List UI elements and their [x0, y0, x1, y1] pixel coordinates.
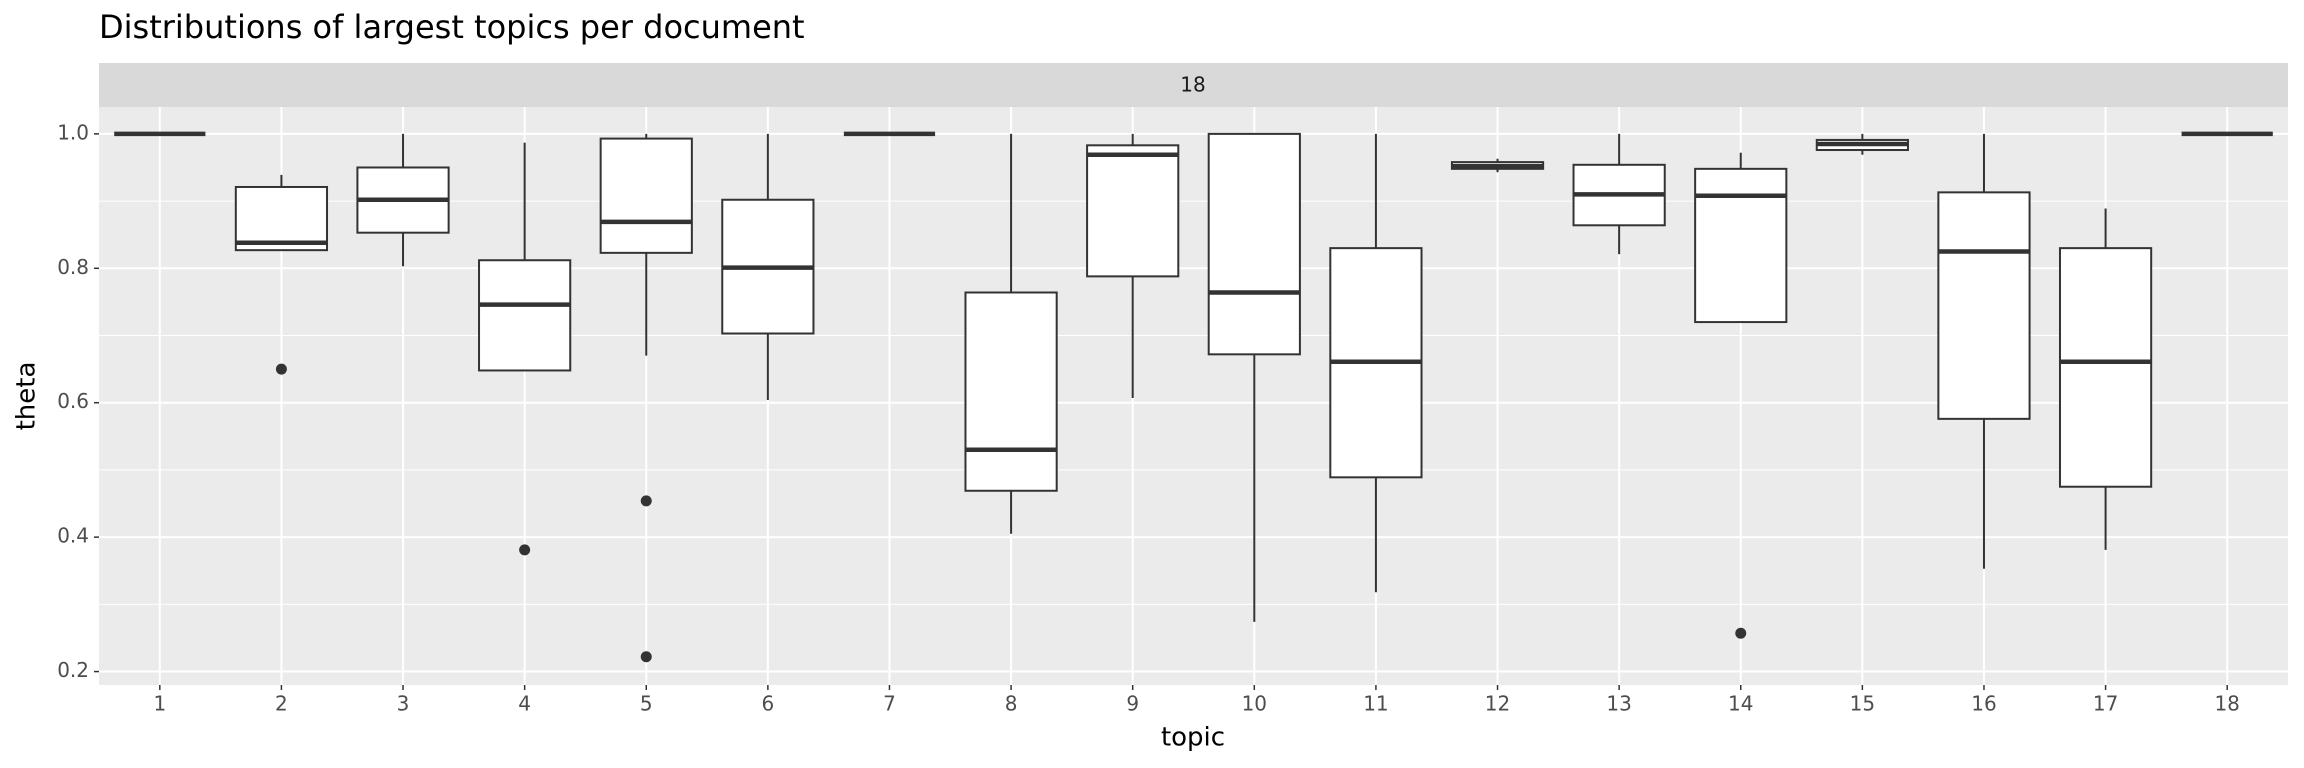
y-tick-label: 1.0 — [57, 120, 89, 144]
box — [234, 185, 329, 252]
box — [1207, 132, 1301, 356]
x-tick-label: 14 — [1728, 692, 1753, 716]
x-tick-label: 10 — [1242, 692, 1267, 716]
strip-label: 18 — [1180, 73, 1205, 97]
x-tick-label: 6 — [761, 692, 774, 716]
x-tick-label: 2 — [275, 692, 288, 716]
y-axis-label: theta — [12, 362, 42, 431]
outlier — [275, 363, 287, 375]
outlier — [640, 651, 652, 663]
outlier — [640, 495, 652, 507]
x-tick-label: 3 — [397, 692, 410, 716]
outlier — [519, 544, 531, 556]
box — [2058, 247, 2153, 488]
x-tick-label: 17 — [2093, 692, 2118, 716]
x-tick-label: 11 — [1363, 692, 1388, 716]
y-tick-label: 0.8 — [57, 255, 89, 279]
x-tick-label: 4 — [518, 692, 531, 716]
facet-strip — [99, 63, 2288, 107]
x-tick-label: 12 — [1485, 692, 1510, 716]
box — [1937, 191, 2031, 420]
x-axis-label: topic — [1161, 723, 1225, 753]
x-tick-label: 1 — [153, 692, 166, 716]
x-tick-label: 15 — [1850, 692, 1875, 716]
x-tick-label: 13 — [1606, 692, 1631, 716]
x-tick-label: 7 — [883, 692, 896, 716]
x-tick-label: 5 — [640, 692, 653, 716]
y-tick-label: 0.6 — [57, 389, 89, 413]
x-tick-label: 18 — [2214, 692, 2239, 716]
box — [1694, 167, 1788, 324]
box — [478, 259, 572, 372]
x-tick-label: 9 — [1126, 692, 1139, 716]
y-tick-label: 0.2 — [57, 658, 89, 682]
x-tick-label: 8 — [1005, 692, 1018, 716]
box — [1086, 144, 1180, 278]
x-tick-label: 16 — [1971, 692, 1996, 716]
chart-title: Distributions of largest topics per docu… — [99, 8, 805, 46]
outlier — [1735, 627, 1747, 639]
box — [964, 291, 1058, 492]
panel — [99, 107, 2288, 685]
y-tick-label: 0.4 — [57, 524, 89, 548]
box — [599, 137, 693, 254]
